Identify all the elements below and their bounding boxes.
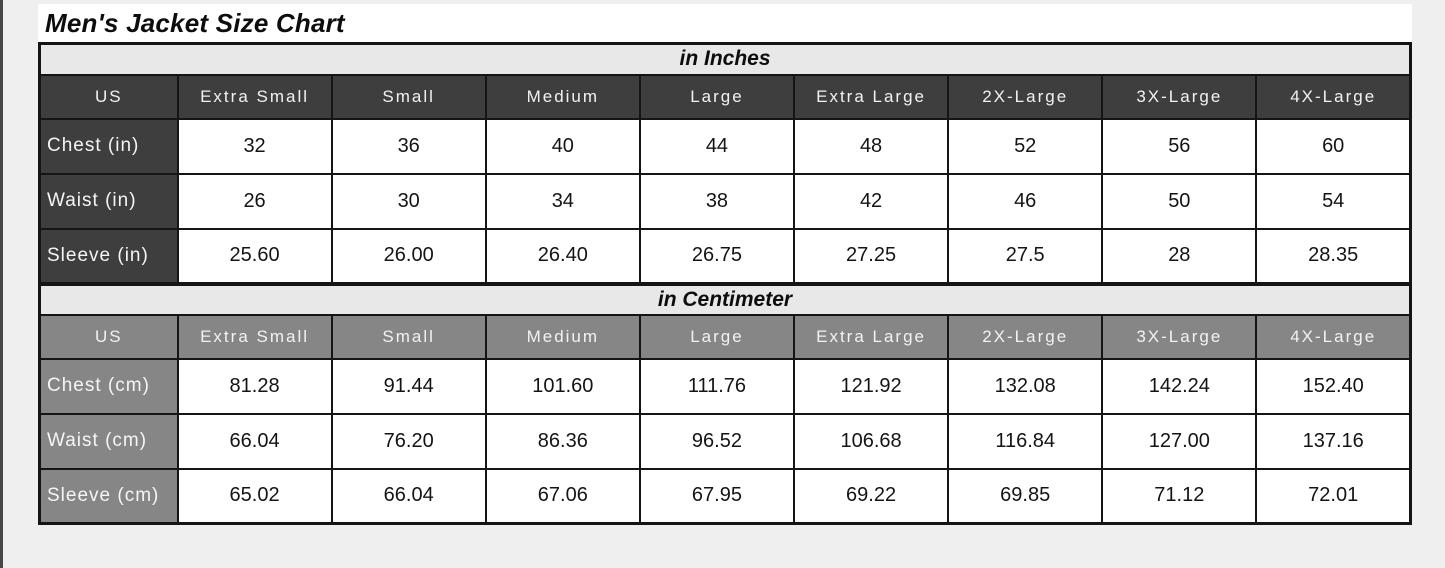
size-value-cell: 67.95 — [638, 467, 796, 525]
window-edge — [0, 0, 3, 568]
row-label: Waist (cm) — [38, 412, 179, 470]
table-row: Waist (cm) 66.04 76.20 86.36 96.52 106.6… — [38, 412, 1412, 470]
size-value-cell: 152.40 — [1255, 357, 1412, 415]
column-header: 2X-Large — [947, 73, 1104, 120]
size-value-cell: 32 — [176, 117, 333, 175]
size-value-cell: 34 — [484, 172, 641, 230]
size-value-cell: 30 — [330, 172, 487, 230]
size-value-cell: 28 — [1101, 227, 1258, 285]
section-title: in Centimeter — [38, 281, 1412, 316]
size-value-cell: 106.68 — [792, 412, 950, 470]
size-value-cell: 96.52 — [638, 412, 796, 470]
size-value-cell: 44 — [638, 117, 796, 175]
size-value-cell: 76.20 — [330, 412, 487, 470]
size-value-cell: 56 — [1101, 117, 1258, 175]
size-value-cell: 36 — [330, 117, 487, 175]
table-row: Chest (in) 32 36 40 44 48 52 56 60 — [38, 117, 1412, 175]
size-value-cell: 27.5 — [947, 227, 1104, 285]
column-header: 4X-Large — [1255, 313, 1412, 360]
size-value-cell: 28.35 — [1255, 227, 1412, 285]
size-value-cell: 66.04 — [176, 412, 333, 470]
size-value-cell: 50 — [1101, 172, 1258, 230]
size-value-cell: 101.60 — [484, 357, 641, 415]
column-header: Large — [638, 73, 796, 120]
table-row: Waist (in) 26 30 34 38 42 46 50 54 — [38, 172, 1412, 230]
column-header: 2X-Large — [947, 313, 1104, 360]
column-header: Large — [638, 313, 796, 360]
size-value-cell: 60 — [1255, 117, 1412, 175]
row-label: Chest (in) — [38, 117, 179, 175]
size-value-cell: 66.04 — [330, 467, 487, 525]
column-header: Extra Small — [176, 73, 333, 120]
size-value-cell: 137.16 — [1255, 412, 1412, 470]
section-inches: in Inches US Extra Small Small Medium La… — [38, 42, 1412, 285]
column-header: 3X-Large — [1101, 313, 1258, 360]
size-value-cell: 26.75 — [638, 227, 796, 285]
size-table: in Inches US Extra Small Small Medium La… — [38, 42, 1412, 525]
size-value-cell: 86.36 — [484, 412, 641, 470]
size-value-cell: 67.06 — [484, 467, 641, 525]
table-row: Chest (cm) 81.28 91.44 101.60 111.76 121… — [38, 357, 1412, 415]
row-label: Chest (cm) — [38, 357, 179, 415]
size-value-cell: 69.85 — [947, 467, 1104, 525]
column-header: Extra Large — [792, 313, 950, 360]
size-value-cell: 91.44 — [330, 357, 487, 415]
column-header: US — [38, 73, 179, 120]
column-header: 3X-Large — [1101, 73, 1258, 120]
size-value-cell: 121.92 — [792, 357, 950, 415]
column-header-row: US Extra Small Small Medium Large Extra … — [38, 313, 1412, 360]
size-value-cell: 71.12 — [1101, 467, 1258, 525]
row-label: Sleeve (cm) — [38, 467, 179, 525]
size-value-cell: 42 — [792, 172, 950, 230]
size-value-cell: 127.00 — [1101, 412, 1258, 470]
size-value-cell: 111.76 — [638, 357, 796, 415]
table-row: Sleeve (cm) 65.02 66.04 67.06 67.95 69.2… — [38, 467, 1412, 525]
size-value-cell: 26.00 — [330, 227, 487, 285]
column-header: US — [38, 313, 179, 360]
size-chart-sheet: Men's Jacket Size Chart in Inches US Ext… — [38, 4, 1412, 525]
column-header: Small — [330, 313, 487, 360]
section-header-row: in Inches — [38, 42, 1412, 76]
size-value-cell: 132.08 — [947, 357, 1104, 415]
column-header: Medium — [484, 313, 641, 360]
section-centimeter: in Centimeter US Extra Small Small Mediu… — [38, 281, 1412, 525]
size-value-cell: 48 — [792, 117, 950, 175]
row-label: Sleeve (in) — [38, 227, 179, 285]
table-row: Sleeve (in) 25.60 26.00 26.40 26.75 27.2… — [38, 227, 1412, 285]
size-value-cell: 26.40 — [484, 227, 641, 285]
size-value-cell: 25.60 — [176, 227, 333, 285]
section-title: in Inches — [38, 42, 1412, 76]
column-header: Extra Small — [176, 313, 333, 360]
size-value-cell: 72.01 — [1255, 467, 1412, 525]
size-value-cell: 38 — [638, 172, 796, 230]
column-header: Small — [330, 73, 487, 120]
size-value-cell: 46 — [947, 172, 1104, 230]
column-header-row: US Extra Small Small Medium Large Extra … — [38, 73, 1412, 120]
row-label: Waist (in) — [38, 172, 179, 230]
column-header: Extra Large — [792, 73, 950, 120]
size-value-cell: 27.25 — [792, 227, 950, 285]
size-value-cell: 65.02 — [176, 467, 333, 525]
size-value-cell: 142.24 — [1101, 357, 1258, 415]
column-header: Medium — [484, 73, 641, 120]
title-band: Men's Jacket Size Chart — [38, 4, 1412, 42]
size-value-cell: 26 — [176, 172, 333, 230]
size-value-cell: 81.28 — [176, 357, 333, 415]
size-value-cell: 69.22 — [792, 467, 950, 525]
column-header: 4X-Large — [1255, 73, 1412, 120]
size-value-cell: 54 — [1255, 172, 1412, 230]
size-value-cell: 116.84 — [947, 412, 1104, 470]
section-header-row: in Centimeter — [38, 281, 1412, 316]
size-value-cell: 40 — [484, 117, 641, 175]
size-value-cell: 52 — [947, 117, 1104, 175]
page-title: Men's Jacket Size Chart — [45, 7, 345, 38]
